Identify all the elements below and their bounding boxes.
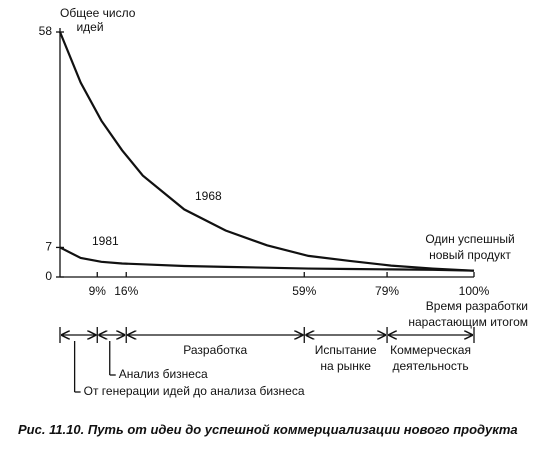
- stage-label: От генерации идей до анализа бизнеса: [84, 384, 305, 398]
- x-label: Время разработки: [426, 299, 528, 313]
- series-line: [59, 246, 475, 272]
- stage-label: Коммерческая: [390, 343, 471, 357]
- stage-label: Анализ бизнеса: [119, 367, 208, 381]
- x-tick-label: 9%: [89, 284, 107, 298]
- x-tick-label: 100%: [459, 284, 490, 298]
- y-tick-label: 0: [45, 269, 52, 283]
- stage-label: на рынке: [320, 359, 371, 373]
- annotation: Один успешный: [425, 232, 514, 246]
- chart: Общее число идей Время разработки нараст…: [39, 6, 528, 398]
- y-label: Общее число: [60, 6, 136, 20]
- annotation: новый продукт: [429, 248, 511, 262]
- series-label: 1968: [195, 189, 222, 203]
- series-line: [58, 31, 475, 272]
- stage-label: Испытание: [315, 343, 377, 357]
- x-tick-label: 79%: [375, 284, 399, 298]
- x-label: нарастающим итогом: [408, 315, 528, 329]
- x-tick-label: 16%: [114, 284, 138, 298]
- y-label: идей: [76, 20, 103, 34]
- x-tick-label: 59%: [292, 284, 316, 298]
- series-label: 1981: [92, 234, 119, 248]
- stage-label: деятельность: [392, 359, 468, 373]
- caption: Рис. 11.10. Путь от идеи до успешной ком…: [18, 422, 518, 437]
- y-tick-label: 58: [39, 24, 53, 38]
- y-tick-label: 7: [45, 240, 52, 254]
- stage-label: Разработка: [183, 343, 247, 357]
